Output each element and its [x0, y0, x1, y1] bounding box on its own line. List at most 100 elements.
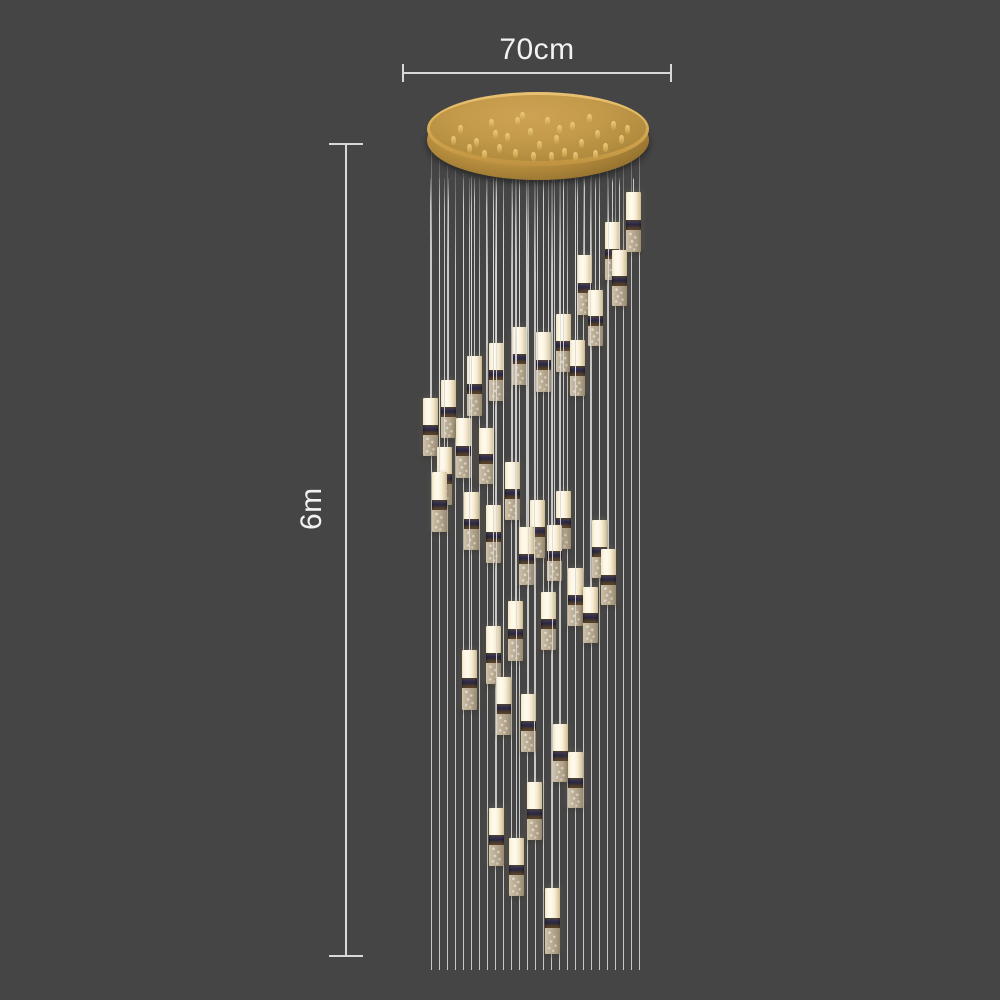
- crystal-pendant: [612, 250, 627, 306]
- plate-top-surface: [430, 95, 646, 161]
- pendant-drop-wire: [471, 178, 472, 492]
- pendant-lit-section: [568, 752, 583, 778]
- pendant-crystal-section: [626, 230, 641, 252]
- pendant-metal-band: [541, 619, 556, 629]
- pendant-lit-section: [556, 491, 571, 518]
- pendant-drop-wire: [595, 178, 596, 290]
- pendant-metal-band: [547, 551, 562, 561]
- pendant-metal-band: [568, 778, 583, 788]
- pendant-lit-section: [612, 250, 627, 276]
- pendant-metal-band: [462, 678, 477, 688]
- pendant-metal-band: [496, 704, 511, 714]
- pendant-crystal-section: [568, 788, 583, 808]
- crystal-pendant: [423, 398, 438, 456]
- pendant-crystal-section: [545, 928, 560, 954]
- pendant-drop-wire: [534, 178, 535, 782]
- pendant-lit-section: [437, 447, 452, 474]
- pendant-crystal-section: [612, 286, 627, 306]
- crystal-pendant: [456, 418, 471, 478]
- pendant-metal-band: [601, 575, 616, 585]
- pendant-crystal-section: [553, 761, 568, 782]
- crystal-pendant: [577, 255, 592, 315]
- plate-stud: [554, 135, 559, 144]
- plate-stud: [595, 130, 600, 139]
- suspension-wire: [583, 178, 584, 970]
- suspension-wire: [447, 166, 448, 970]
- pendant-crystal-section: [467, 394, 482, 416]
- crystal-pendant: [486, 626, 501, 684]
- plate-stud: [451, 136, 456, 145]
- suspension-wire: [567, 181, 568, 970]
- suspension-wire: [591, 176, 592, 970]
- suspension-wire: [431, 150, 432, 970]
- suspension-wire: [439, 160, 440, 970]
- plate-stud: [528, 128, 533, 137]
- pendant-lit-section: [530, 500, 545, 527]
- pendant-crystal-section: [527, 819, 542, 840]
- plate-stud: [505, 133, 510, 142]
- suspension-wire: [479, 178, 480, 970]
- crystal-pendant: [568, 752, 583, 808]
- pendant-lit-section: [496, 677, 511, 704]
- plate-stud: [611, 121, 616, 130]
- pendant-drop-wire: [590, 178, 591, 587]
- plate-stud: [625, 125, 630, 134]
- crystal-pendant: [519, 527, 534, 585]
- pendant-lit-section: [519, 527, 534, 554]
- pendant-drop-wire: [560, 178, 561, 724]
- height-dimension-label: 6m: [295, 487, 328, 530]
- suspension-wire: [511, 183, 512, 970]
- pendant-lit-section: [601, 549, 616, 575]
- crystal-pendant: [570, 340, 585, 396]
- suspension-wire: [543, 183, 544, 970]
- pendant-lit-section: [432, 472, 447, 500]
- pendant-drop-wire: [528, 178, 529, 694]
- pendant-metal-band: [588, 316, 603, 326]
- pendant-crystal-section: [521, 731, 536, 752]
- pendant-drop-wire: [575, 178, 576, 752]
- pendant-drop-wire: [448, 178, 449, 380]
- pendant-lit-section: [479, 428, 494, 454]
- plate-stud: [562, 148, 567, 157]
- pendant-crystal-section: [479, 464, 494, 484]
- pendant-lit-section: [570, 340, 585, 366]
- crystal-pendant: [489, 808, 504, 866]
- suspension-wire: [495, 181, 496, 970]
- plate-stud: [458, 125, 463, 134]
- pendant-lit-section: [521, 694, 536, 721]
- crystal-pendant: [462, 650, 477, 710]
- pendant-metal-band: [512, 354, 527, 364]
- pendant-drop-wire: [584, 178, 585, 255]
- crystal-pendant: [536, 332, 551, 392]
- plate-stud: [520, 112, 525, 121]
- pendant-metal-band: [519, 554, 534, 564]
- pendant-metal-band: [612, 276, 627, 286]
- pendant-metal-band: [441, 407, 456, 417]
- suspension-wire: [631, 152, 632, 970]
- pendant-drop-wire: [554, 178, 555, 525]
- pendant-drop-wire: [548, 178, 549, 592]
- crystal-pendant: [521, 694, 536, 752]
- pendant-lit-section: [545, 888, 560, 918]
- crystal-pendant: [541, 592, 556, 650]
- pendant-crystal-section: [509, 875, 524, 896]
- pendant-metal-band: [505, 489, 520, 499]
- pendant-lit-section: [553, 724, 568, 751]
- pendant-drop-wire: [612, 178, 613, 222]
- pendant-metal-band: [583, 613, 598, 623]
- pendant-metal-band: [545, 918, 560, 928]
- plate-stud: [467, 144, 472, 153]
- pendant-crystal-section: [505, 499, 520, 520]
- pendant-crystal-section: [456, 456, 471, 478]
- plate-stud: [513, 149, 518, 158]
- pendant-drop-wire: [563, 178, 564, 491]
- crystal-pendant: [479, 428, 494, 484]
- width-dimension-cap-left: [402, 64, 404, 82]
- pendant-crystal-section: [583, 623, 598, 643]
- pendant-metal-band: [553, 751, 568, 761]
- pendant-drop-wire: [444, 178, 445, 447]
- width-dimension-cap-right: [670, 64, 672, 82]
- pendant-drop-wire: [503, 178, 504, 677]
- pendant-lit-section: [456, 418, 471, 446]
